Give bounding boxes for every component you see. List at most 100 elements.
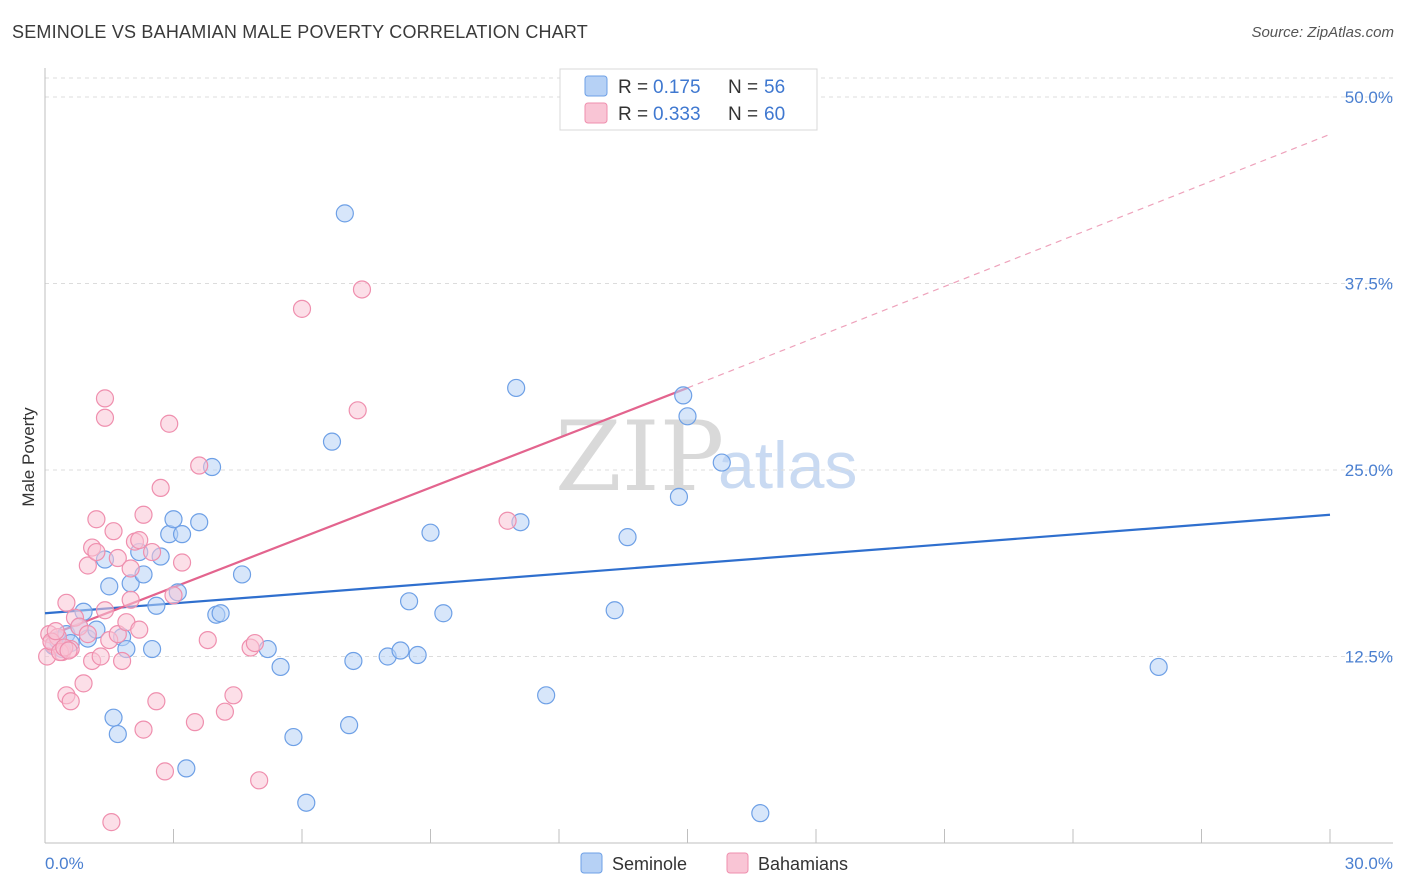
bahamians-point	[87, 542, 106, 562]
seminole-point	[421, 523, 440, 542]
bahamians-point	[108, 548, 127, 568]
seminole-point	[147, 596, 166, 615]
seminole-point	[322, 432, 342, 451]
watermark-zip: ZIP	[555, 401, 724, 513]
chart-title: SEMINOLE VS BAHAMIAN MALE POVERTY CORREL…	[12, 22, 588, 42]
seminole-point	[335, 204, 354, 223]
bahamians-point	[130, 531, 149, 550]
legend-r-value: 0.175	[653, 77, 701, 98]
y-tick-label: 12.5%	[1345, 648, 1393, 667]
data-points	[38, 204, 1168, 832]
seminole-point	[434, 604, 453, 623]
bahamians-point	[57, 593, 76, 612]
seminole-point	[537, 686, 556, 705]
bahamians-point	[134, 505, 153, 524]
axes: 12.5% 25.0% 37.5% 50.0% 0.0% 30.0%	[44, 68, 1393, 873]
y-tick-label: 37.5%	[1345, 275, 1393, 294]
legend-swatch-bahamians	[584, 102, 608, 124]
seminole-point	[297, 793, 316, 812]
bahamians-point	[172, 553, 192, 572]
legend-r-label: R =	[618, 77, 648, 98]
legend: R = 0.175 N = 56 R = 0.333 N = 60	[559, 68, 818, 131]
bottom-legend-label-bahamians: Bahamians	[758, 854, 848, 874]
bahamians-point	[134, 720, 153, 739]
bahamians-point	[46, 622, 65, 641]
bottom-legend: Seminole Bahamians	[580, 852, 848, 874]
watermark-atlas: atlas	[718, 428, 857, 502]
bahamians-trend-line	[44, 386, 688, 639]
seminole-point	[678, 407, 697, 426]
bahamians-point	[155, 762, 175, 781]
seminole-point	[408, 645, 427, 665]
legend-n-value: 56	[764, 77, 785, 98]
seminole-point	[391, 641, 410, 660]
x-tick-label: 30.0%	[1345, 854, 1393, 873]
bahamians-point	[95, 389, 115, 408]
bahamians-point	[104, 522, 123, 541]
bahamians-point	[224, 686, 243, 705]
legend-n-label: N =	[728, 104, 758, 125]
seminole-point	[172, 525, 192, 544]
seminole-point	[605, 601, 624, 620]
bottom-legend-swatch-seminole	[580, 852, 603, 874]
bahamians-trend-extrapolation	[687, 133, 1331, 389]
seminole-point	[669, 487, 689, 506]
y-axis-title: Male Poverty	[19, 407, 38, 507]
seminole-point	[108, 724, 127, 744]
seminole-point	[674, 386, 693, 405]
bahamians-point	[121, 590, 140, 609]
y-tick-label: 50.0%	[1345, 88, 1393, 107]
bahamians-point	[190, 456, 209, 475]
source-label: Source: ZipAtlas.com	[1251, 24, 1394, 41]
trend-lines	[44, 133, 1331, 639]
legend-swatch-seminole	[584, 75, 608, 97]
bahamians-point	[95, 408, 115, 427]
seminole-point	[618, 528, 637, 547]
seminole-point	[344, 651, 363, 671]
bahamians-point	[352, 280, 372, 299]
bahamians-point	[147, 692, 166, 711]
seminole-point	[507, 378, 526, 398]
seminole-point	[399, 592, 419, 611]
legend-r-label: R =	[618, 104, 648, 125]
seminole-point	[751, 804, 770, 823]
legend-n-label: N =	[728, 77, 758, 98]
seminole-point	[1149, 657, 1168, 677]
bahamians-point	[151, 478, 170, 498]
bahamians-point	[95, 601, 115, 620]
bahamians-point	[245, 633, 264, 653]
seminole-point	[232, 565, 252, 584]
bahamians-point	[102, 813, 121, 832]
bahamians-point	[164, 586, 183, 605]
bahamians-point	[59, 641, 78, 660]
bahamians-point	[292, 299, 312, 318]
seminole-point	[340, 716, 359, 735]
seminole-point	[190, 513, 209, 532]
seminole-point	[284, 727, 303, 747]
seminole-point	[142, 639, 162, 659]
bahamians-point	[121, 559, 140, 578]
bahamians-point	[498, 511, 517, 530]
bahamians-point	[91, 647, 110, 666]
bottom-legend-swatch-bahamians	[726, 852, 749, 874]
bahamians-point	[112, 651, 132, 671]
bahamians-point	[198, 630, 217, 650]
bahamians-point	[215, 702, 234, 721]
x-tick-label: 0.0%	[45, 854, 84, 873]
bahamians-point	[61, 692, 80, 711]
bahamians-point	[185, 713, 205, 732]
bahamians-point	[160, 414, 179, 433]
y-tick-label: 25.0%	[1345, 461, 1393, 480]
bahamians-point	[250, 771, 269, 790]
seminole-point	[164, 510, 183, 529]
seminole-point	[100, 577, 119, 596]
seminole-trend-line	[44, 513, 1331, 615]
bottom-legend-label-seminole: Seminole	[612, 854, 687, 874]
seminole-point	[104, 708, 123, 727]
seminole-point	[271, 657, 290, 677]
legend-n-value: 60	[764, 104, 785, 125]
legend-r-value: 0.333	[653, 104, 701, 125]
bahamians-point	[348, 401, 367, 420]
bahamians-point	[78, 625, 97, 644]
